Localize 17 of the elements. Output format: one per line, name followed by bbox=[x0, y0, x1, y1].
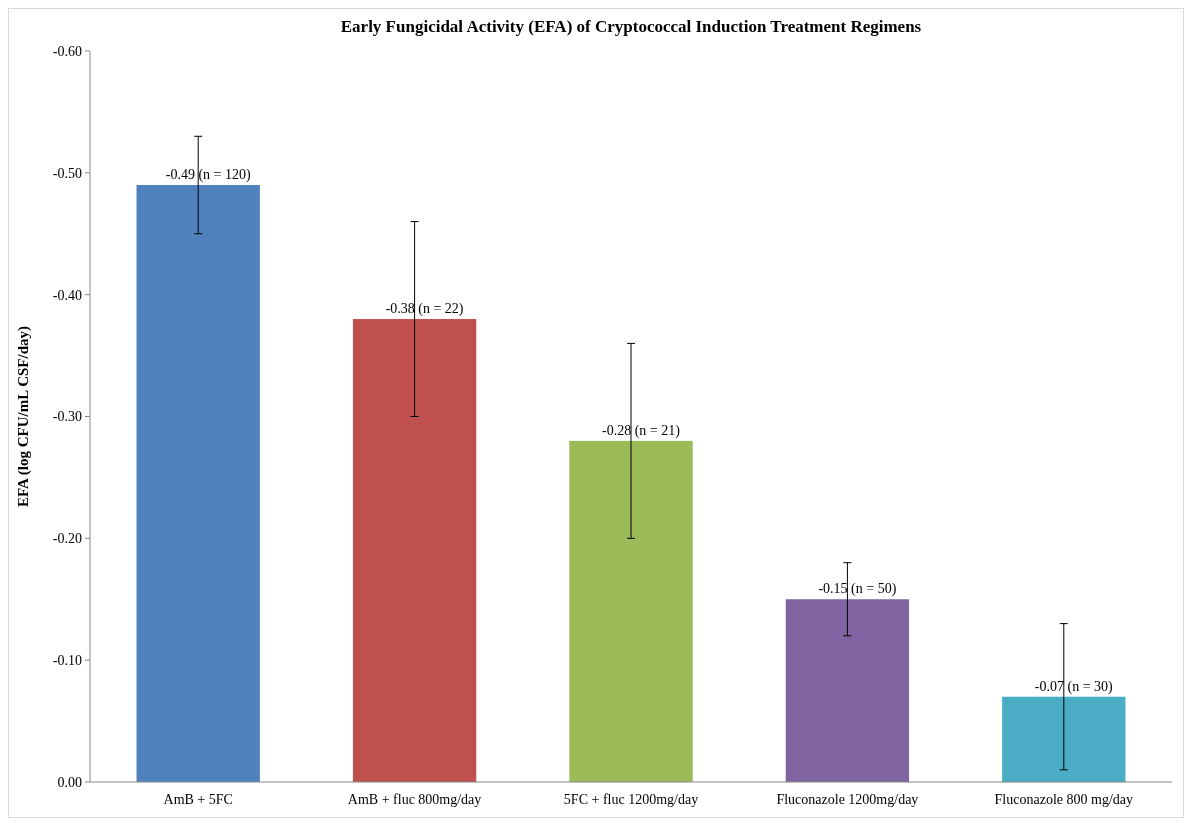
x-tick-label: Fluconazole 800 mg/day bbox=[994, 792, 1134, 807]
y-tick-label: -0.50 bbox=[52, 165, 82, 181]
y-axis-title: EFA (log CFU/mL CSF/day) bbox=[15, 326, 32, 507]
y-tick-label: -0.10 bbox=[52, 653, 82, 669]
x-tick-label: AmB + fluc 800mg/day bbox=[347, 792, 482, 807]
data-label: -0.28 (n = 21) bbox=[602, 422, 681, 439]
y-tick-label: -0.40 bbox=[52, 287, 82, 303]
y-tick-label: -0.60 bbox=[52, 43, 82, 59]
data-label: -0.49 (n = 120) bbox=[165, 167, 251, 184]
chart-title: Early Fungicidal Activity (EFA) of Cryptococcal Induction Treatment Regimens bbox=[340, 17, 922, 36]
y-tick-label: -0.20 bbox=[52, 531, 82, 547]
x-tick-label: 5FC + fluc 1200mg/day bbox=[563, 792, 699, 807]
x-tick-label: Fluconazole 1200mg/day bbox=[776, 792, 919, 807]
y-tick-label: -0.30 bbox=[52, 409, 82, 425]
y-tick-label: 0.00 bbox=[57, 774, 82, 790]
data-label: -0.15 (n = 50) bbox=[818, 581, 897, 598]
x-tick-label: AmB + 5FC bbox=[163, 792, 233, 807]
